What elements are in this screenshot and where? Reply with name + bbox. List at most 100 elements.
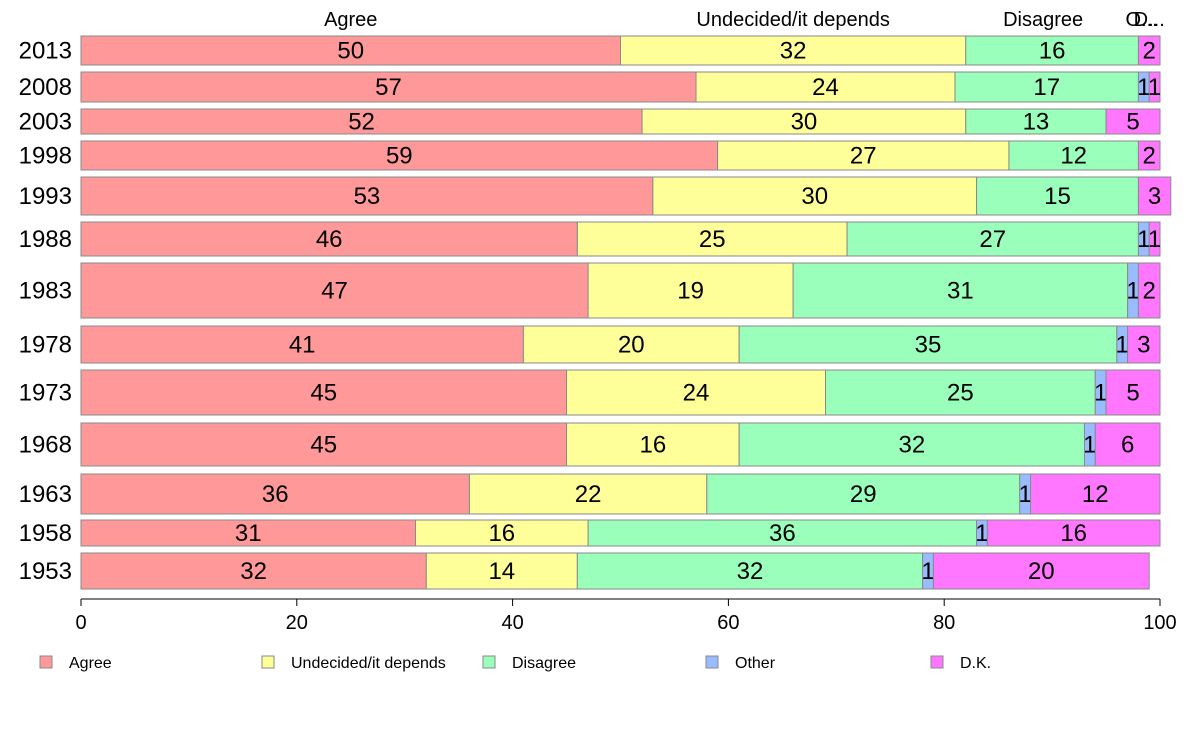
top-series-labels: Agree Undecided/it depends Disagree O...D..… [324,9,1165,31]
bar-row-1953: 32 14 32 1 20 [80,552,1150,590]
data-label: 16 [640,432,667,459]
bar-segment-1953-disagree [576,552,924,590]
y-tick-label: 1998 [19,143,72,170]
x-tick-label: 20 [286,612,308,634]
bar-segment-1968-undecided-it-depends [566,422,740,467]
bar-row-1963: 36 22 29 1 12 [80,473,1161,515]
bar-row-1973: 45 24 25 1 5 [80,369,1161,416]
data-label: 45 [310,380,337,407]
y-tick-label: 2008 [19,74,72,101]
bar-segment-1998-undecided-it-depends [717,140,1010,171]
bar-segment-1988-disagree [846,221,1139,257]
data-label: 25 [699,226,726,253]
data-label: 1 [1116,332,1129,359]
data-label: 1 [1126,278,1139,305]
bar-segment-1978-d-k- [1127,325,1161,364]
bar-segment-1998-d-k- [1137,140,1161,171]
y-tick-label: 2013 [19,38,72,65]
legend-swatch [482,655,496,669]
data-label: 25 [947,380,974,407]
bar-segment-1988-undecided-it-depends [576,221,848,257]
bar-segment-2003-agree [80,108,643,135]
data-label: 16 [488,520,515,547]
x-axis: 0 20 40 60 80 100 [75,598,1177,634]
data-label: 1 [1137,226,1150,253]
bar-segment-1983-undecided-it-depends [587,262,794,319]
bar-segment-1958-disagree [587,519,978,547]
bar-segment-1988-d-k- [1148,221,1161,257]
legend-swatch [261,655,275,669]
data-label: 24 [812,74,839,101]
y-tick-label: 1953 [19,558,72,585]
y-tick-label: 2003 [19,109,72,136]
data-label: 3 [1137,332,1150,359]
legend-item-other: Other [705,655,776,672]
bar-segment-1973-disagree [825,369,1096,416]
bar-segment-2013-undecided-it-depends [620,35,967,66]
data-label: 15 [1044,183,1071,210]
bar-segment-1968-disagree [738,422,1085,467]
bar-segment-1958-agree [80,519,416,547]
x-tick-label: 100 [1143,612,1176,634]
data-label: 59 [386,143,413,170]
x-tick-label: 60 [717,612,739,634]
data-label: 45 [310,432,337,459]
bar-row-1978: 41 20 35 1 3 [80,325,1161,364]
y-axis: 2013 2008 2003 1998 1993 1988 1983 1978 1973 1968… [19,38,72,586]
x-tick-label: 80 [933,612,955,634]
bar-segment-1968-d-k- [1094,422,1161,467]
bar-segment-2003-undecided-it-depends [641,108,967,135]
bar-row-2003: 52 30 13 5 [80,108,1161,136]
legend-label: Disagree [512,655,576,672]
bar-segment-1958-undecided-it-depends [414,519,589,547]
y-tick-label: 1978 [19,332,72,359]
data-label: 31 [947,278,974,305]
legend-swatch [930,655,944,669]
data-label: 2 [1143,38,1156,65]
legend-swatch [39,655,53,669]
top-label-2: Disagree [1003,9,1083,31]
data-label: 16 [1060,520,1087,547]
data-label: 32 [898,432,925,459]
legend-label: D.K. [960,655,991,672]
bar-segment-1973-agree [80,369,568,416]
data-label: 1 [921,558,934,585]
bar-segment-1998-disagree [1008,140,1139,171]
bar-row-1988: 46 25 27 11 [80,221,1161,257]
data-label: 32 [240,558,267,585]
legend: Agree Undecided/it depends Disagree Other D.… [39,655,991,672]
data-label: 24 [683,380,710,407]
data-label: 31 [235,520,262,547]
legend-label: Agree [69,655,112,672]
data-label: 1 [1148,74,1161,101]
top-label-1: Undecided/it depends [696,9,889,31]
legend-item-undecided-it-depends: Undecided/it depends [261,655,446,672]
bar-segment-2003-d-k- [1105,108,1161,135]
data-label: 50 [337,38,364,65]
bar-segment-1983-disagree [792,262,1129,319]
data-label: 22 [575,481,602,508]
bar-segment-1978-undecided-it-depends [522,325,740,364]
bar-segment-1993-d-k- [1137,176,1172,216]
y-tick-label: 1993 [19,183,72,210]
data-label: 47 [321,278,348,305]
x-tick-label: 0 [75,612,86,634]
legend-label: Other [735,655,776,672]
bar-row-1968: 45 16 32 1 6 [80,422,1161,467]
bar-segment-1963-agree [80,473,470,515]
data-label: 36 [769,520,796,547]
data-label: 30 [801,183,828,210]
data-label: 1 [1137,74,1150,101]
bar-segment-1968-agree [80,422,568,467]
data-label: 1 [1083,432,1096,459]
bar-row-2013: 50 32 16 2 [80,35,1161,66]
data-label: 20 [1028,558,1055,585]
bar-row-2008: 57 24 17 11 [80,71,1161,103]
data-label: 30 [791,109,818,136]
data-label: 6 [1121,432,1134,459]
legend-label: Undecided/it depends [291,655,446,672]
legend-swatch [705,655,719,669]
